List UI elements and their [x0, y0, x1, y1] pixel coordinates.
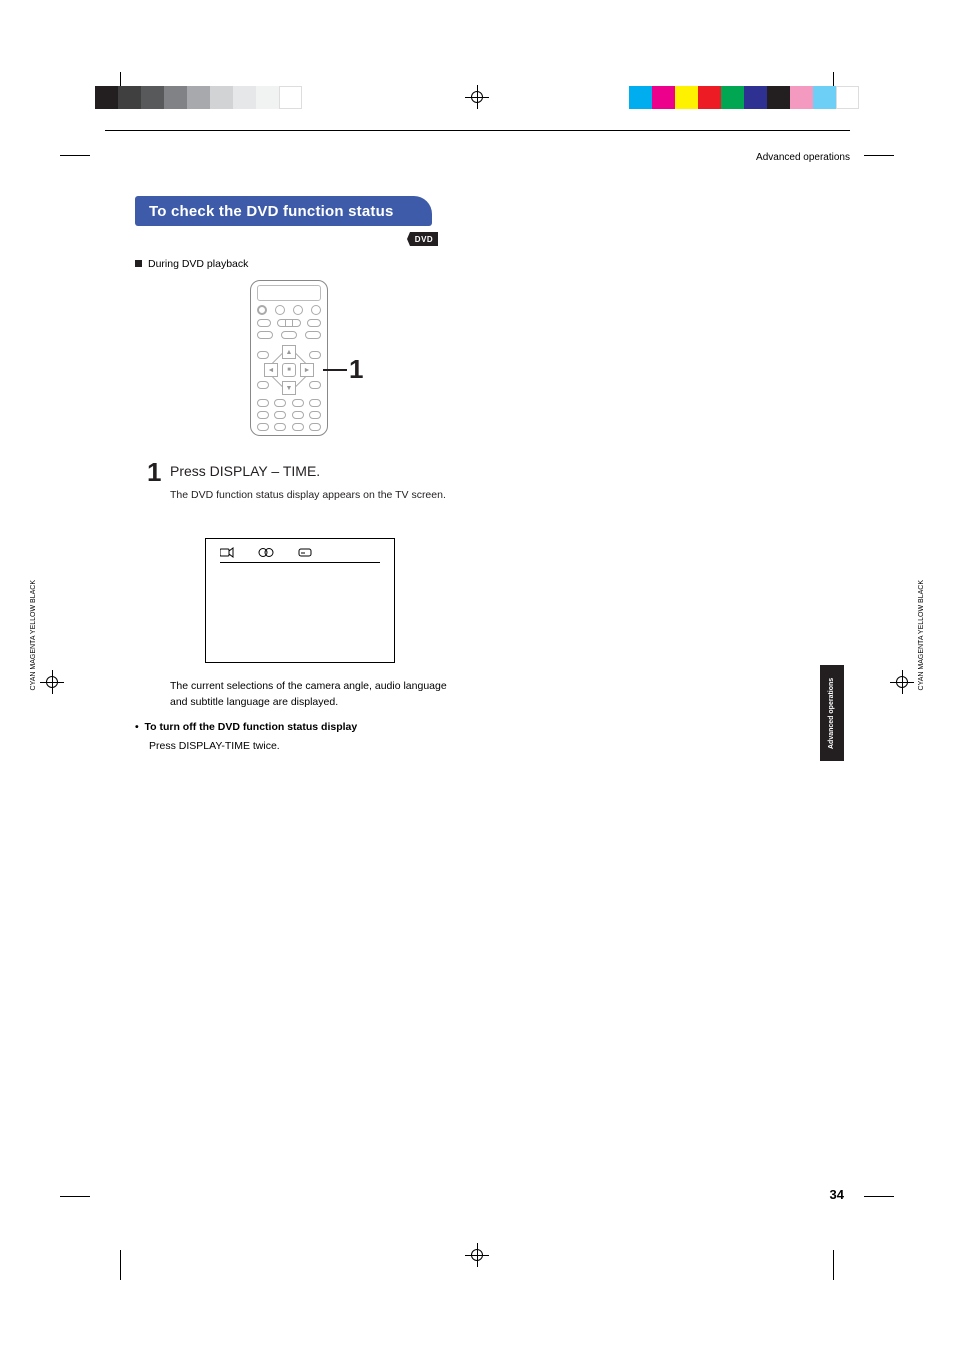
step-title: Press DISPLAY – TIME.: [170, 463, 320, 479]
print-gray-bar: [95, 86, 302, 109]
step-number: 1: [147, 457, 161, 488]
print-color-bar: [629, 86, 859, 109]
callout-number: 1: [349, 354, 363, 385]
crop-mark: [60, 155, 90, 156]
crop-mark: [60, 1196, 90, 1197]
step-body: The DVD function status display appears …: [170, 488, 450, 504]
page-number: 34: [830, 1187, 844, 1202]
remote-illustration: ▲ ▼ ◄ ► ■: [250, 280, 334, 440]
crop-mark: [864, 1196, 894, 1197]
crop-mark: [833, 1250, 834, 1280]
registration-label: CYAN MAGENTA YELLOW BLACK: [918, 580, 925, 690]
sub-body: Press DISPLAY-TIME twice.: [149, 740, 280, 752]
camera-icon: [220, 547, 234, 561]
crop-mark: [120, 1250, 121, 1280]
tv-screen-diagram: [205, 538, 395, 663]
registration-label: CYAN MAGENTA YELLOW BLACK: [30, 580, 37, 690]
crop-mark: [864, 155, 894, 156]
audio-icon: [258, 547, 274, 561]
sub-bullet: • To turn off the DVD function status di…: [135, 721, 357, 733]
section-heading: To check the DVD function status: [135, 196, 432, 226]
header-rule: [105, 130, 850, 131]
header-section: Advanced operations: [756, 152, 850, 163]
registration-mark: [465, 1243, 489, 1267]
registration-mark: CYAN MAGENTA YELLOW BLACK: [40, 670, 64, 694]
step-body-2: The current selections of the camera ang…: [170, 679, 460, 711]
context-line: During DVD playback: [135, 258, 248, 270]
page-content: Advanced operations To check the DVD fun…: [105, 130, 850, 1206]
dvd-badge: DVD: [410, 232, 438, 246]
sub-label: To turn off the DVD function status disp…: [145, 721, 358, 733]
context-text: During DVD playback: [148, 258, 248, 270]
bullet-icon: [135, 260, 142, 267]
registration-mark: [465, 85, 489, 109]
subtitle-icon: [298, 547, 312, 561]
registration-mark: CYAN MAGENTA YELLOW BLACK: [890, 670, 914, 694]
callout-line: [323, 369, 347, 371]
side-tab: Advanced operations: [820, 665, 844, 761]
